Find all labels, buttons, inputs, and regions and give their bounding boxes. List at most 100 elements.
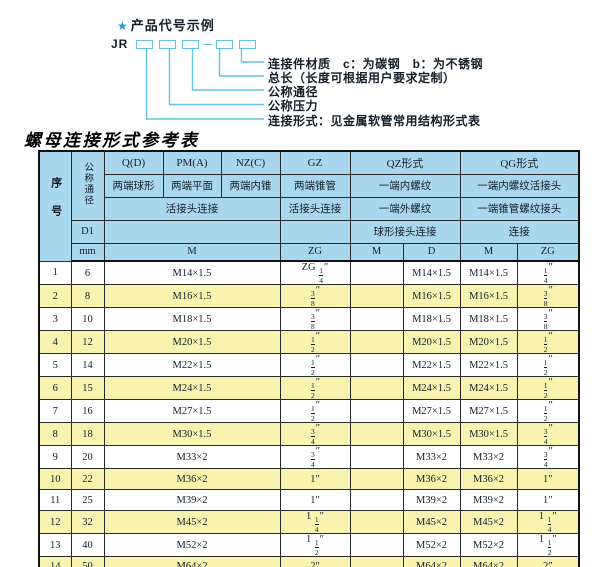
table-row: 12 32 M45×2 1 1 4 ″ M45×2 M45×2 1 1 4 ″ — [38, 510, 580, 534]
cell-qz-d: M14×1.5 — [402, 260, 461, 285]
cell-qg-m: M39×2 — [459, 489, 518, 511]
table-row: 3 10 M18×1.5 3 8 ″ M18×1.5 M18×1.5 3 8 ″ — [38, 307, 580, 331]
cell-qz-m — [349, 307, 404, 331]
cell-dn: 50 — [70, 556, 105, 567]
cell-zg: 1″ — [279, 489, 351, 511]
cell-qz-m — [349, 353, 404, 377]
cell-qg-m: M30×1.5 — [459, 422, 518, 446]
header-desc-qd: 两端球形 — [103, 173, 164, 198]
header-dn: 公称通径 — [70, 150, 105, 221]
header-desc-qz: 一端内螺纹 — [349, 173, 461, 198]
cell-dn: 6 — [70, 260, 105, 285]
diagram-title: ★ 产品代号示例 — [117, 15, 215, 34]
cell-qz-m — [349, 510, 404, 534]
cell-dn: 32 — [70, 510, 105, 534]
cell-qg-zg: 1″ — [516, 468, 580, 490]
cell-qg-zg: 1 2 ″ — [516, 353, 580, 377]
cell-dn: 15 — [70, 376, 105, 400]
header-conn-qz: 一端外螺纹 — [349, 196, 461, 221]
cell-zg: 2″ — [279, 556, 351, 567]
cell-qz-d: M20×1.5 — [402, 330, 461, 354]
cell-dn: 20 — [70, 445, 105, 469]
table-row: 5 14 M22×1.5 1 2 ″ M22×1.5 M22×1.5 1 2 ″ — [38, 353, 580, 377]
cell-dn: 16 — [70, 399, 105, 423]
cell-qz-m — [349, 376, 404, 400]
cell-qg-m: M64×2 — [459, 556, 518, 567]
header-blank-m — [103, 219, 281, 244]
cell-qg-zg: 3 8 ″ — [516, 307, 580, 331]
table-row: 10 22 M36×2 1″ M36×2 M36×2 1″ — [38, 468, 580, 490]
diagram-title-text: 产品代号示例 — [130, 18, 215, 33]
cell-qg-m: M20×1.5 — [459, 330, 518, 354]
header-unit-mm: mm — [70, 242, 105, 262]
cell-zg: 1 2 ″ — [279, 376, 351, 400]
cell-qg-zg: 1 2 ″ — [516, 330, 580, 354]
cell-dn: 8 — [70, 284, 105, 308]
cell-qg-m: M52×2 — [459, 533, 518, 557]
code-box-5 — [239, 39, 257, 49]
header-group-qz: QZ形式 — [349, 150, 461, 175]
cell-dn: 10 — [70, 307, 105, 331]
cell-serial: 7 — [38, 399, 72, 423]
table-row: 2 8 M16×1.5 3 8 ″ M16×1.5 M16×1.5 3 8 ″ — [38, 284, 580, 308]
header-group-gz: GZ — [279, 150, 351, 175]
label-length: 总长（长度可根据用户要求定制） — [268, 71, 456, 85]
table-row: 9 20 M33×2 3 4 ″ M33×2 M33×2 3 4 ″ — [38, 445, 580, 469]
star-icon: ★ — [117, 19, 129, 33]
cell-qz-d: M64×2 — [402, 556, 461, 567]
cell-dn: 25 — [70, 489, 105, 511]
cell-dn: 14 — [70, 353, 105, 377]
cell-qz-m — [349, 399, 404, 423]
cell-qz-m — [349, 330, 404, 354]
header-serial: 序号 — [38, 150, 72, 262]
cell-serial: 3 — [38, 307, 72, 331]
cell-qz-m — [349, 556, 404, 567]
table-row: 7 16 M27×1.5 1 2 ″ M27×1.5 M27×1.5 1 2 ″ — [38, 399, 580, 423]
cell-zg: 1 1 4 ″ — [279, 510, 351, 534]
cell-qz-d: M33×2 — [402, 445, 461, 469]
cell-qg-zg: 1 2 ″ — [516, 376, 580, 400]
header-unit-qg-m: M — [459, 242, 518, 262]
cell-m-thread: M45×2 — [103, 510, 281, 534]
table-row: 6 15 M24×1.5 1 2 ″ M24×1.5 M24×1.5 1 2 ″ — [38, 376, 580, 400]
label-pressure: 公称压力 — [268, 99, 319, 113]
cell-m-thread: M16×1.5 — [103, 284, 281, 308]
table-body: 1 6 M14×1.5 ZG 1 4 ″ M14×1.5 M14×1.5 1 4 ″ 2… — [38, 260, 580, 567]
header-group-qd: Q(D) — [103, 150, 164, 175]
cell-zg: 1 1 2 ″ — [279, 533, 351, 557]
cell-m-thread: M27×1.5 — [103, 399, 281, 423]
code-box-3 — [182, 39, 200, 49]
cell-m-thread: M22×1.5 — [103, 353, 281, 377]
cell-serial: 10 — [38, 468, 72, 490]
cell-qz-m — [349, 468, 404, 490]
header-blank-gz — [279, 219, 351, 244]
cell-m-thread: M14×1.5 — [103, 260, 281, 285]
cell-m-thread: M24×1.5 — [103, 376, 281, 400]
table-row: 14 50 M64×2 2″ M64×2 M64×2 2″ — [38, 556, 580, 567]
cell-serial: 11 — [38, 489, 72, 511]
cell-qg-zg: 1 2 ″ — [516, 399, 580, 423]
table-row: 1 6 M14×1.5 ZG 1 4 ″ M14×1.5 M14×1.5 1 4 ″ — [38, 260, 580, 285]
cell-qg-m: M33×2 — [459, 445, 518, 469]
product-code-row: JR — [111, 37, 259, 51]
cell-qz-d: M45×2 — [402, 510, 461, 534]
header-group-qg: QG形式 — [459, 150, 580, 175]
code-dash — [203, 43, 213, 45]
code-box-2 — [159, 39, 177, 49]
cell-qz-d: M36×2 — [402, 468, 461, 490]
cell-qg-zg: 3 4 ″ — [516, 422, 580, 446]
code-prefix: JR — [111, 37, 129, 51]
header-unit-zg: ZG — [279, 242, 351, 262]
header-conn-union: 活接头连接 — [103, 196, 281, 221]
cell-qg-zg: 2″ — [516, 556, 580, 567]
reference-table: 序号 公称通径 Q(D) PM(A) NZ(C) GZ QZ形式 QG形式 两端… — [38, 150, 581, 567]
cell-serial: 6 — [38, 376, 72, 400]
cell-dn: 40 — [70, 533, 105, 557]
header-conn-qg: 一端锥管螺纹接头 — [459, 196, 580, 221]
cell-serial: 8 — [38, 422, 72, 446]
cell-qg-m: M14×1.5 — [459, 260, 518, 285]
cell-serial: 5 — [38, 353, 72, 377]
cell-qz-d: M22×1.5 — [402, 353, 461, 377]
cell-zg: 1 2 ″ — [279, 399, 351, 423]
